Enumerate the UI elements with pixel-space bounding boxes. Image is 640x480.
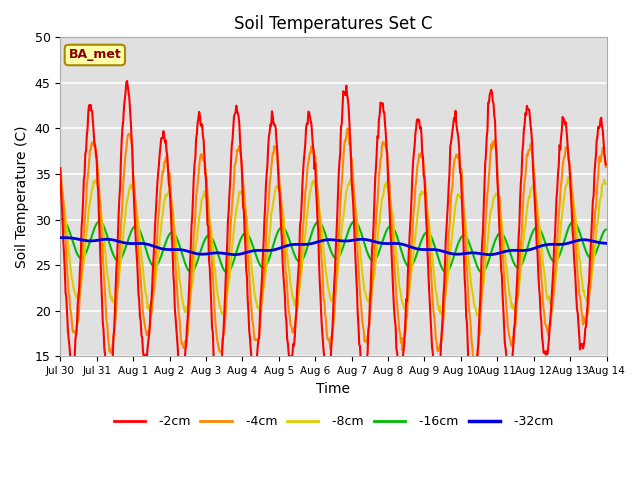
- Text: BA_met: BA_met: [68, 48, 121, 61]
- Y-axis label: Soil Temperature (C): Soil Temperature (C): [15, 126, 29, 268]
- X-axis label: Time: Time: [316, 382, 351, 396]
- Legend:  -2cm,  -4cm,  -8cm,  -16cm,  -32cm: -2cm, -4cm, -8cm, -16cm, -32cm: [109, 410, 558, 433]
- Title: Soil Temperatures Set C: Soil Temperatures Set C: [234, 15, 433, 33]
